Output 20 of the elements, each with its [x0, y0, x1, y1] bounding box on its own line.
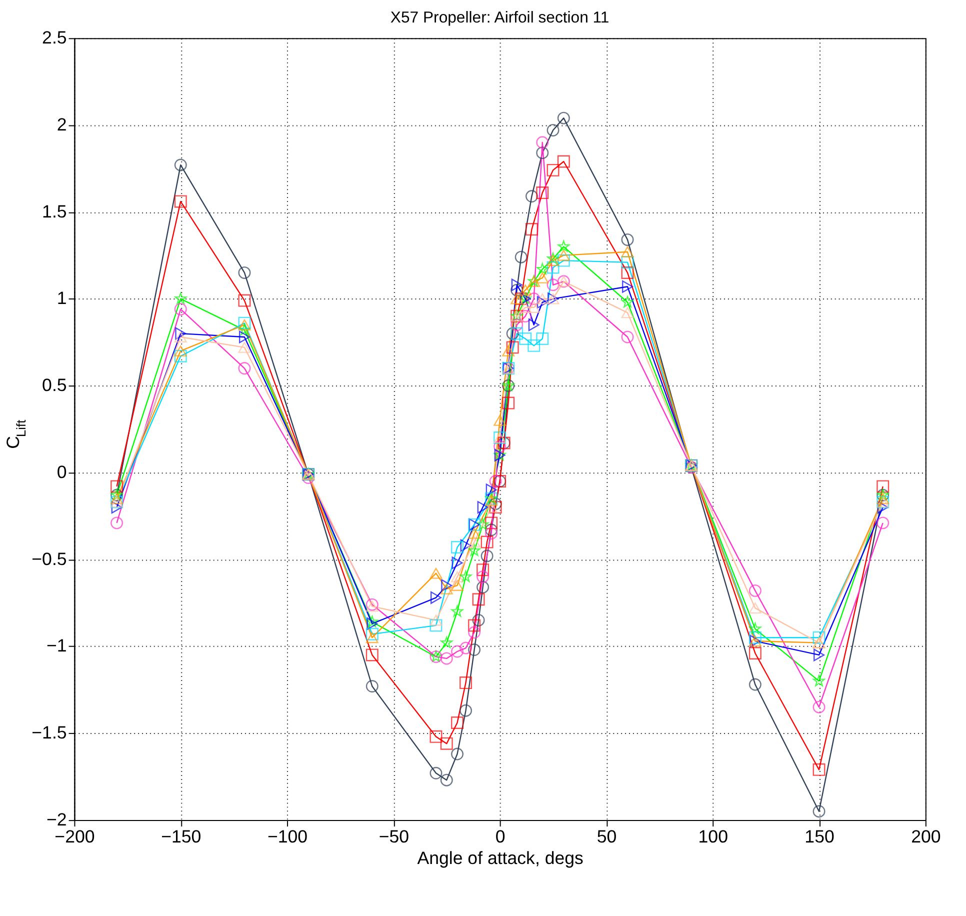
y-tick-label: 0 [56, 462, 67, 482]
y-tick-label: 2.5 [42, 28, 67, 48]
y-tick-label: 1 [56, 288, 67, 308]
y-axis-title: CLift [2, 419, 29, 449]
y-tick-label: 2 [56, 114, 67, 134]
chart-title: X57 Propeller: Airfoil section 11 [390, 9, 610, 26]
x-tick-label: 50 [596, 826, 617, 846]
y-tick-label: −0.5 [32, 548, 67, 569]
x-tick-label: −100 [267, 826, 308, 846]
y-tick-label: 0.5 [42, 375, 67, 396]
x-tick-label: 200 [911, 826, 941, 846]
x-tick-label: 0 [495, 826, 506, 846]
y-tick-label: −1 [46, 636, 67, 656]
x-tick-label: 150 [804, 826, 834, 846]
y-tick-label: 1.5 [42, 201, 67, 222]
x-tick-label: 100 [698, 826, 728, 846]
x-tick-label: −50 [378, 826, 410, 846]
y-tick-label: −1.5 [32, 722, 67, 743]
x-axis-title: Angle of attack, degs [417, 848, 584, 868]
x-tick-label: −150 [161, 826, 202, 846]
